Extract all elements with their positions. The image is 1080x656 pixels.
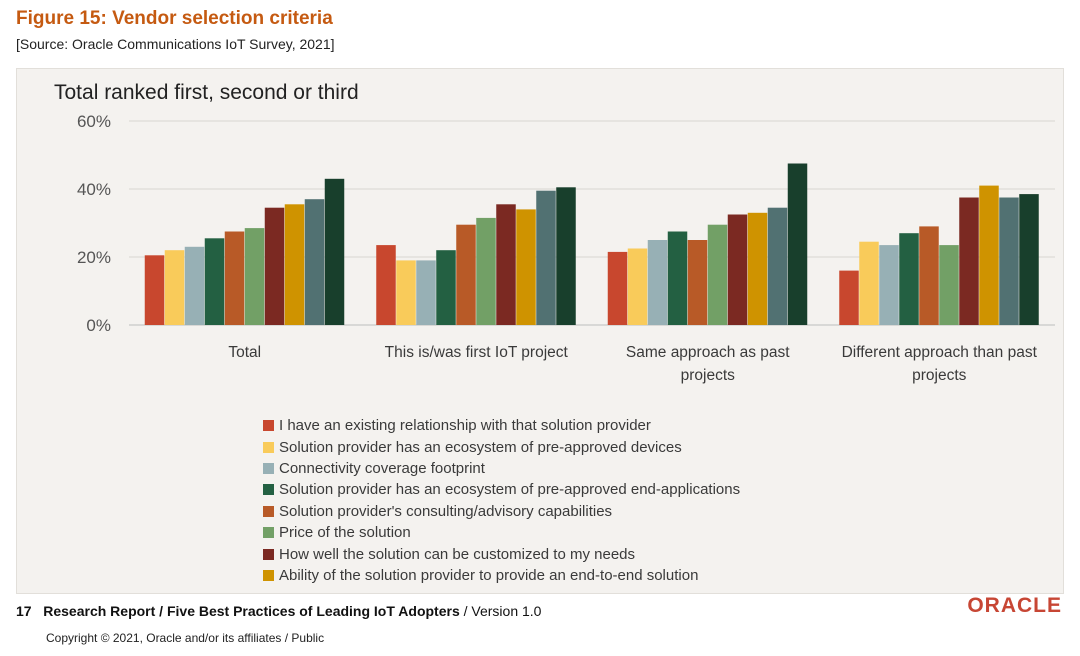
- bar: [999, 197, 1019, 325]
- report-title: Research Report / Five Best Practices of…: [43, 603, 460, 619]
- bar: [959, 197, 979, 325]
- bar: [707, 224, 728, 325]
- bar: [516, 209, 536, 325]
- legend-entry: Solution provider has an ecosystem of pr…: [263, 436, 740, 457]
- legend-swatch: [263, 505, 274, 517]
- page-number: 17: [16, 603, 32, 619]
- legend-swatch: [263, 420, 274, 432]
- legend-entry: Solution provider has an ecosystem of pr…: [263, 479, 740, 500]
- y-tick-label: 40%: [77, 180, 111, 199]
- legend-label: Price of the solution: [279, 524, 411, 542]
- bar: [396, 260, 416, 325]
- bar: [536, 190, 556, 325]
- bar: [184, 246, 205, 325]
- bar: [556, 187, 576, 325]
- bar: [324, 178, 345, 325]
- legend-entry: Solution provider's consulting/advisory …: [263, 501, 740, 522]
- legend-label: Solution provider has an ecosystem of pr…: [279, 438, 682, 456]
- legend-swatch: [263, 527, 274, 539]
- bar: [919, 226, 939, 325]
- legend-label: I have an existing relationship with tha…: [279, 417, 651, 435]
- bar: [224, 231, 245, 325]
- y-tick-label: 20%: [77, 248, 111, 267]
- bar: [244, 228, 265, 325]
- bar: [204, 238, 225, 325]
- legend-swatch: [263, 548, 274, 560]
- figure-title: Figure 15: Vendor selection criteria: [16, 8, 333, 29]
- legend-swatch: [263, 462, 274, 474]
- bar: [979, 185, 999, 325]
- legend-label: Solution provider has an ecosystem of pr…: [279, 481, 741, 499]
- bar: [727, 214, 748, 325]
- chart-legend: I have an existing relationship with tha…: [263, 415, 740, 586]
- x-tick-label: projects: [912, 367, 967, 384]
- bar: [939, 245, 959, 325]
- bar: [687, 240, 708, 325]
- bar: [1019, 194, 1039, 325]
- legend-label: Ability of the solution provider to prov…: [279, 566, 699, 584]
- bar: [667, 231, 688, 325]
- x-tick-label: This is/was first IoT project: [385, 344, 569, 361]
- bar: [416, 260, 436, 325]
- legend-entry: Price of the solution: [263, 522, 740, 543]
- oracle-logo: ORACLE: [967, 594, 1062, 617]
- bar: [264, 207, 285, 325]
- legend-swatch: [263, 484, 274, 496]
- bar: [767, 207, 788, 325]
- bar: [627, 248, 648, 325]
- footer-line: 17 Research Report / Five Best Practices…: [16, 603, 541, 619]
- x-tick-label: Same approach as past: [626, 344, 790, 361]
- legend-entry: Ability of the solution provider to prov…: [263, 565, 740, 586]
- chart-panel: Total ranked first, second or third 0% 20%…: [16, 68, 1064, 594]
- x-tick-label: projects: [681, 367, 736, 384]
- bar: [496, 204, 516, 325]
- y-tick-label: 60%: [77, 112, 111, 131]
- bar: [164, 250, 185, 325]
- bar: [747, 212, 768, 325]
- y-tick-label: 0%: [86, 316, 111, 335]
- legend-entry: Connectivity coverage footprint: [263, 458, 740, 479]
- legend-swatch: [263, 441, 274, 453]
- bar-chart: Total ranked first, second or third 0% 20%…: [54, 81, 1055, 384]
- legend-label: How well the solution can be customized …: [279, 545, 636, 563]
- chart-title: Total ranked first, second or third: [54, 81, 359, 104]
- bar: [376, 245, 396, 325]
- bar: [456, 224, 476, 325]
- copyright-text: Copyright © 2021, Oracle and/or its affi…: [46, 631, 325, 645]
- legend-entry: I have an existing relationship with tha…: [263, 415, 740, 436]
- bar: [436, 250, 456, 325]
- report-version: / Version 1.0: [459, 603, 542, 619]
- bar: [144, 255, 165, 325]
- x-tick-label: Total: [228, 344, 261, 361]
- bar: [899, 233, 919, 325]
- legend-entry: How well the solution can be customized …: [263, 543, 740, 564]
- bar: [879, 245, 899, 325]
- bar: [859, 241, 879, 325]
- bar: [647, 240, 668, 325]
- legend-label: Connectivity coverage footprint: [279, 459, 485, 477]
- bar: [476, 217, 496, 325]
- legend-label: Solution provider's consulting/advisory …: [279, 502, 613, 520]
- bar: [284, 204, 305, 325]
- x-tick-label: Different approach than past: [842, 344, 1038, 361]
- bar: [607, 251, 628, 325]
- figure-source: [Source: Oracle Communications IoT Surve…: [16, 36, 335, 52]
- bar: [304, 199, 325, 325]
- bar: [839, 270, 859, 325]
- bar: [787, 163, 808, 325]
- legend-swatch: [263, 569, 274, 581]
